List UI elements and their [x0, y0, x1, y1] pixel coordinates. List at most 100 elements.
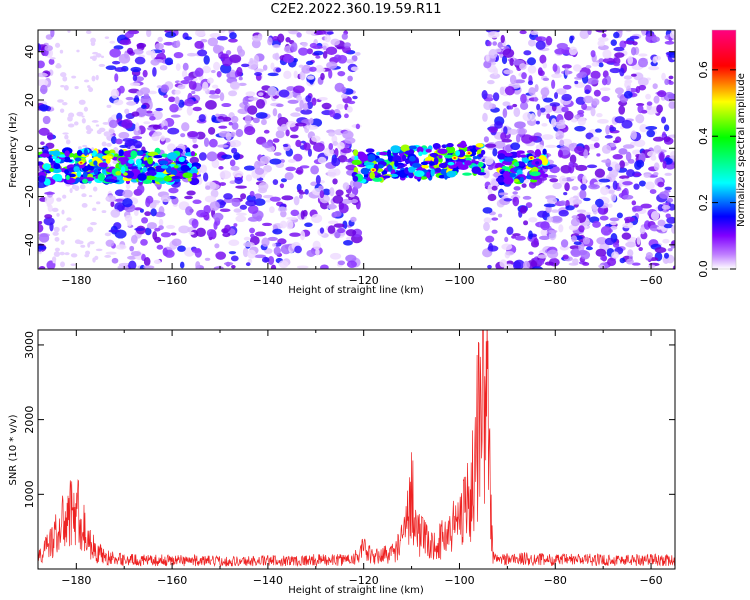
snr-x-tick-label: −60 — [639, 574, 662, 587]
noise-blob — [349, 199, 359, 204]
noise-blob — [302, 209, 308, 217]
noise-blob — [129, 245, 135, 252]
noise-blob — [296, 32, 302, 38]
noise-blob — [263, 129, 270, 134]
noise-blob — [185, 206, 193, 216]
noise-blob — [269, 158, 282, 165]
noise-blob — [345, 229, 357, 237]
noise-blob — [156, 244, 164, 250]
noise-blob — [247, 216, 260, 222]
noise-blob — [251, 39, 261, 49]
noise-blob — [309, 42, 318, 49]
noise-blob — [130, 234, 138, 244]
noise-blob — [92, 207, 97, 211]
noise-blob — [665, 213, 671, 219]
noise-blob — [201, 212, 208, 216]
noise-blob — [231, 122, 239, 130]
noise-blob — [211, 158, 220, 169]
noise-blob — [126, 101, 137, 106]
noise-blob — [336, 103, 344, 110]
noise-blob — [487, 184, 493, 195]
signal-blob — [400, 144, 411, 152]
noise-blob — [154, 227, 161, 232]
noise-blob — [346, 59, 355, 64]
noise-blob — [574, 80, 579, 85]
noise-blob — [542, 77, 550, 81]
noise-blob — [631, 205, 643, 212]
noise-blob — [42, 115, 51, 125]
noise-blob — [178, 99, 185, 108]
noise-blob — [219, 208, 231, 213]
noise-blob — [74, 85, 79, 90]
noise-blob — [564, 182, 570, 192]
noise-blob — [636, 103, 645, 107]
noise-blob — [136, 42, 147, 49]
noise-blob — [312, 240, 321, 250]
noise-blob — [293, 85, 305, 94]
noise-blob — [536, 103, 541, 111]
noise-blob — [294, 245, 302, 254]
noise-blob — [341, 86, 347, 94]
noise-blob — [643, 173, 651, 178]
noise-blob — [278, 260, 289, 269]
noise-blob — [501, 243, 513, 251]
noise-blob — [126, 47, 134, 55]
noise-blob — [244, 126, 256, 136]
noise-blob — [160, 194, 171, 203]
noise-blob — [519, 63, 527, 70]
noise-blob — [313, 50, 324, 56]
noise-blob — [133, 97, 140, 103]
noise-blob — [76, 111, 84, 117]
noise-blob — [219, 92, 225, 102]
noise-blob — [519, 205, 528, 214]
noise-blob — [216, 35, 228, 41]
signal-blob — [530, 179, 538, 183]
noise-blob — [583, 149, 589, 159]
noise-blob — [101, 141, 107, 147]
noise-blob — [280, 178, 287, 183]
snr-y-tick-label: 1000 — [23, 480, 36, 508]
spectrogram-x-label: Height of straight line (km) — [288, 285, 424, 296]
noise-blob — [662, 238, 670, 244]
noise-blob — [488, 126, 498, 133]
noise-blob — [527, 65, 537, 74]
spectrogram-x-tick-label: −60 — [639, 274, 662, 287]
noise-blob — [521, 134, 534, 144]
noise-blob — [59, 261, 65, 268]
noise-blob — [118, 85, 125, 94]
noise-blob — [636, 159, 645, 168]
noise-blob — [275, 103, 284, 108]
noise-blob — [544, 261, 555, 266]
noise-blob — [146, 30, 152, 38]
signal-blob — [412, 162, 421, 168]
noise-blob — [50, 30, 55, 38]
noise-blob — [514, 121, 526, 129]
noise-blob — [575, 164, 588, 172]
noise-blob — [666, 197, 674, 203]
noise-blob — [625, 30, 633, 33]
noise-blob — [277, 33, 285, 43]
noise-blob — [355, 123, 361, 130]
signal-blob — [535, 161, 540, 165]
noise-blob — [49, 222, 54, 232]
noise-blob — [593, 181, 603, 185]
noise-blob — [83, 106, 88, 112]
signal-blob — [147, 156, 154, 165]
noise-blob — [310, 165, 319, 175]
noise-blob — [214, 243, 220, 249]
noise-blob — [194, 30, 206, 37]
signal-blob — [418, 151, 423, 157]
noise-blob — [638, 247, 643, 252]
noise-blob — [514, 235, 526, 241]
noise-blob — [535, 40, 546, 50]
snr-y-label: SNR (10 * v/v) — [8, 414, 19, 485]
noise-blob — [306, 249, 316, 257]
noise-blob — [326, 31, 334, 35]
noise-blob — [491, 229, 498, 234]
noise-blob — [173, 51, 184, 59]
signal-blob — [413, 170, 425, 178]
noise-blob — [501, 55, 508, 65]
signal-blob — [146, 170, 157, 177]
noise-blob — [81, 115, 85, 118]
noise-blob — [144, 211, 152, 217]
